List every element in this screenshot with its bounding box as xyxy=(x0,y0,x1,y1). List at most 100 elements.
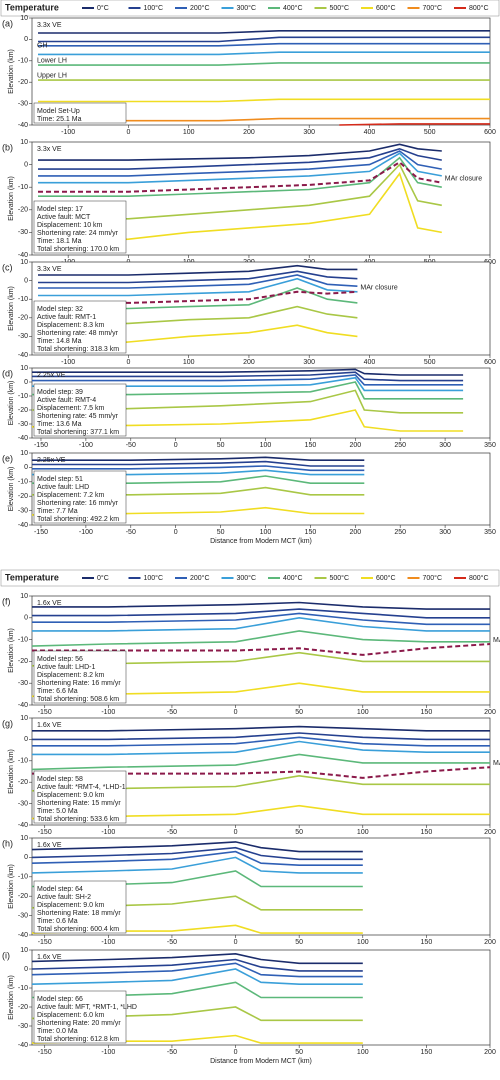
isotherm xyxy=(32,736,490,747)
y-tick-label: -30 xyxy=(18,1023,28,1030)
y-tick-label: 10 xyxy=(20,365,28,372)
isotherm xyxy=(38,117,490,122)
isotherm xyxy=(31,958,363,972)
info-line: Total shortening: 600.4 km xyxy=(37,926,119,933)
x-tick-label: 50 xyxy=(295,709,303,716)
x-tick-label: 50 xyxy=(295,939,303,946)
x-tick-label: -50 xyxy=(126,529,136,536)
isotherm xyxy=(37,324,358,347)
info-line: Total shortening: 492.2 km xyxy=(37,516,119,523)
x-tick-label: 100 xyxy=(260,442,272,449)
legend-label: 0°C xyxy=(97,574,109,582)
x-tick-label: 0 xyxy=(234,1049,238,1056)
y-tick-label: -40 xyxy=(18,1042,28,1049)
isotherm xyxy=(38,163,442,220)
info-line: Displacement: 7.5 km xyxy=(37,405,104,412)
y-tick-label: -40 xyxy=(18,252,28,259)
x-tick-label: 150 xyxy=(421,1049,433,1056)
y-tick-label: 0 xyxy=(24,379,28,386)
x-tick-label: -50 xyxy=(167,709,177,716)
info-box xyxy=(33,200,127,254)
ve-label: 1.6x VE xyxy=(37,600,62,607)
y-tick-label: -30 xyxy=(18,680,28,687)
legend-label: 800°C xyxy=(469,4,489,12)
isotherm xyxy=(32,608,490,619)
y-tick-label: -30 xyxy=(18,333,28,340)
x-tick-label: 0 xyxy=(234,939,238,946)
y-tick-label: 0 xyxy=(24,615,28,622)
panel-label: (a) xyxy=(2,18,13,28)
y-tick-label: -30 xyxy=(18,912,28,919)
x-tick-label: 0 xyxy=(126,359,130,366)
x-tick-label: -150 xyxy=(34,442,48,449)
y-tick-label: 0 xyxy=(24,966,28,973)
panel-label: (f) xyxy=(2,596,11,606)
info-line: Shortening Rate: 20 mm/yr xyxy=(37,1020,121,1027)
x-tick-label: 200 xyxy=(484,939,496,946)
y-tick-label: -10 xyxy=(18,758,28,765)
isotherm xyxy=(38,152,442,184)
info-line: Active fault: *RMT-4, *LHD-1 xyxy=(37,784,126,791)
x-tick-label: -50 xyxy=(167,829,177,836)
isotherm xyxy=(32,601,490,610)
x-tick-label: 350 xyxy=(484,529,496,536)
x-tick-label: -150 xyxy=(38,709,52,716)
mar-closure-line xyxy=(32,643,491,656)
ve-label: 1.6x VE xyxy=(37,954,62,961)
x-tick-label: -100 xyxy=(101,829,115,836)
legend-label: 100°C xyxy=(144,4,164,12)
ve-label: 1.6x VE xyxy=(37,842,62,849)
y-tick-label: -40 xyxy=(18,435,28,442)
x-tick-label: -150 xyxy=(38,939,52,946)
info-line: Shortening rate: 45 mm/yr xyxy=(37,413,119,420)
x-tick-label: 50 xyxy=(217,442,225,449)
x-tick-label: -150 xyxy=(38,1049,52,1056)
y-tick-label: -10 xyxy=(18,58,28,65)
info-line: Displacement: 9.0 km xyxy=(37,902,104,909)
legend-label: 700°C xyxy=(423,4,443,12)
legend-box xyxy=(0,569,500,587)
y-tick-label: 0 xyxy=(24,464,28,471)
isotherm xyxy=(38,150,442,177)
x-tick-label: -50 xyxy=(126,442,136,449)
y-axis-title: Elevation (km) xyxy=(8,49,15,94)
info-line: Time: 25.1 Ma xyxy=(37,116,82,123)
y-tick-label: 10 xyxy=(20,450,28,457)
x-tick-label: 150 xyxy=(421,829,433,836)
legend-label: 800°C xyxy=(469,574,489,582)
x-tick-label: 300 xyxy=(439,529,451,536)
y-tick-label: -40 xyxy=(18,822,28,829)
y-tick-label: -10 xyxy=(18,184,28,191)
isotherm xyxy=(38,42,490,47)
panel-label: (h) xyxy=(2,838,13,848)
y-tick-label: 10 xyxy=(20,593,28,600)
y-tick-label: 10 xyxy=(20,15,28,22)
isotherm xyxy=(37,305,358,326)
isotherm xyxy=(38,143,442,161)
x-tick-label: 350 xyxy=(484,442,496,449)
isotherm xyxy=(38,270,358,284)
legend-label: 300°C xyxy=(237,574,257,582)
ve-label: 2.25x VE xyxy=(37,372,66,379)
x-tick-label: 300 xyxy=(303,129,315,136)
y-tick-label: -40 xyxy=(18,932,28,939)
info-line: Model step: 56 xyxy=(37,656,83,663)
x-tick-label: 200 xyxy=(349,529,361,536)
isotherm xyxy=(31,968,363,985)
info-line: Total shortening: 612.8 km xyxy=(37,1036,119,1043)
y-tick-label: -40 xyxy=(18,522,28,529)
panel-label: (b) xyxy=(2,142,13,152)
isotherm xyxy=(38,98,490,103)
x-tick-label: 200 xyxy=(484,709,496,716)
x-tick-label: 250 xyxy=(394,529,406,536)
y-tick-label: 10 xyxy=(20,139,28,146)
info-box xyxy=(33,650,127,704)
x-tick-label: 600 xyxy=(484,359,496,366)
info-line: Model step: 66 xyxy=(37,996,83,1003)
isotherm xyxy=(38,147,442,170)
y-tick-label: -20 xyxy=(18,658,28,665)
x-tick-label: 100 xyxy=(260,529,272,536)
info-line: Total shortening: 377.1 km xyxy=(37,429,119,436)
x-tick-label: -100 xyxy=(61,359,75,366)
info-box xyxy=(33,300,127,354)
